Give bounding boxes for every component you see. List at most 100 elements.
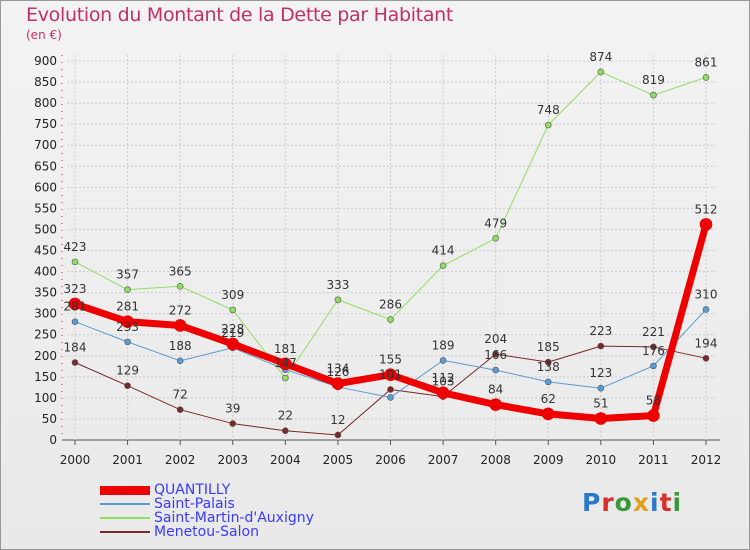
data-point [387, 394, 394, 401]
logo-letter: x [632, 488, 650, 517]
x-tick-label: 2002 [165, 453, 196, 467]
data-label: 204 [484, 332, 507, 346]
data-label: 479 [484, 216, 507, 230]
data-point [544, 121, 552, 129]
data-point [594, 412, 608, 425]
data-label: 39 [225, 402, 240, 416]
legend-label: Menetou-Salon [154, 524, 259, 540]
data-point [68, 297, 82, 311]
data-point [71, 359, 79, 366]
data-point [699, 218, 713, 231]
y-tick-label: 500 [34, 222, 57, 236]
data-point [124, 338, 131, 346]
y-tick-label: 350 [34, 286, 57, 300]
data-label: 189 [432, 338, 455, 352]
data-label: 228 [221, 322, 244, 336]
y-tick-label: 600 [34, 180, 57, 194]
data-label: 112 [432, 371, 455, 385]
data-point [597, 384, 605, 392]
x-tick-label: 2000 [60, 453, 91, 467]
data-point [439, 357, 447, 364]
logo-letter: i [650, 488, 660, 517]
y-tick-label: 0 [49, 433, 57, 447]
data-point [492, 366, 499, 374]
data-label: 155 [379, 353, 402, 367]
data-point [229, 306, 237, 314]
y-tick-label: 700 [34, 138, 57, 152]
data-label: 219 [221, 326, 244, 340]
data-label: 281 [64, 300, 87, 314]
legend-item: Saint-Martin-d'Auxigny [100, 511, 314, 525]
data-label: 62 [541, 392, 556, 406]
data-label: 223 [589, 324, 612, 338]
data-point [650, 91, 657, 99]
data-point [544, 358, 552, 366]
data-point [650, 343, 657, 351]
y-tick-label: 550 [34, 201, 57, 215]
legend-swatch [100, 503, 150, 505]
legend-label: Saint-Martin-d'Auxigny [154, 510, 314, 526]
data-label: 414 [432, 244, 455, 258]
data-point [489, 398, 502, 411]
data-point [226, 337, 240, 351]
legend-label: Saint-Palais [154, 496, 235, 512]
data-label: 166 [484, 348, 507, 362]
data-label: 281 [116, 300, 139, 314]
data-label: 51 [593, 397, 608, 411]
data-label: 84 [488, 383, 503, 397]
y-tick-label: 900 [34, 54, 57, 68]
data-label: 221 [642, 325, 665, 339]
y-tick-label: 850 [34, 75, 57, 89]
data-point [229, 420, 237, 427]
x-tick-label: 2012 [691, 453, 722, 467]
data-point [173, 319, 187, 332]
data-point [702, 355, 710, 362]
y-tick-label: 200 [34, 349, 57, 363]
data-point [121, 315, 134, 328]
data-point [439, 262, 447, 269]
data-point [334, 296, 342, 304]
y-tick-label: 450 [34, 244, 57, 258]
x-tick-label: 2009 [533, 453, 564, 467]
data-point [282, 374, 289, 382]
data-point [647, 409, 660, 422]
data-label: 748 [537, 103, 560, 117]
data-point [544, 378, 552, 386]
data-label: 333 [326, 278, 349, 292]
data-point [176, 282, 184, 290]
y-tick-label: 400 [34, 265, 57, 279]
data-point [387, 386, 394, 393]
data-point [176, 406, 184, 413]
chart-title: Evolution du Montant de la Dette par Hab… [26, 4, 454, 26]
data-label: 874 [589, 50, 612, 64]
data-label: 819 [642, 73, 665, 87]
x-tick-label: 2001 [112, 453, 143, 467]
data-label: 861 [695, 55, 718, 69]
logo-letter: o [614, 488, 633, 517]
data-label: 134 [326, 362, 349, 376]
y-tick-label: 800 [34, 96, 57, 110]
data-label: 310 [695, 287, 718, 301]
proxiti-logo: Proxiti [582, 488, 682, 517]
data-label: 126 [326, 365, 349, 379]
y-tick-label: 750 [34, 117, 57, 131]
legend-swatch [100, 485, 150, 495]
legend-item: QUANTILLY [100, 483, 314, 497]
data-label: 185 [537, 340, 560, 354]
chart-legend: QUANTILLY Saint-Palais Saint-Martin-d'Auxi… [100, 483, 314, 539]
data-label: 181 [274, 342, 297, 356]
data-label: 233 [116, 320, 139, 334]
legend-swatch [100, 531, 150, 533]
data-label: 12 [330, 413, 345, 427]
data-point [176, 357, 184, 365]
x-tick-label: 2003 [217, 453, 248, 467]
logo-letter: P [582, 488, 602, 517]
data-label: 423 [64, 240, 87, 254]
data-point [702, 306, 710, 313]
data-point [124, 286, 131, 293]
data-label: 323 [64, 282, 87, 296]
data-label: 357 [116, 268, 139, 282]
data-point [282, 427, 289, 435]
